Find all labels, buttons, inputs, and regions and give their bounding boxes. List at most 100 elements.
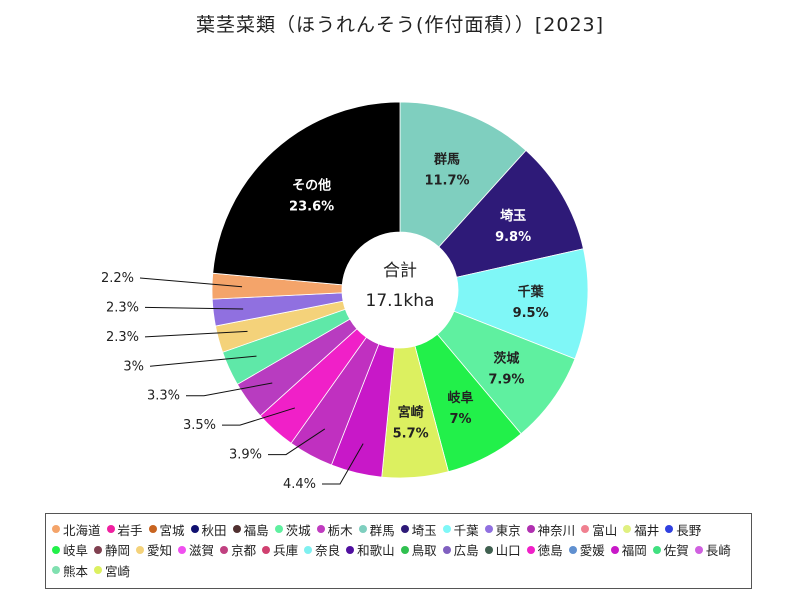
leader-line [144,330,248,338]
slice-name-label: 岐阜 [448,390,474,406]
legend-item: 富山 [581,520,617,539]
legend-label: 富山 [592,522,618,538]
legend-label: 栃木 [327,522,353,538]
legend-label: 埼玉 [411,522,437,538]
legend-item: 山口 [484,540,521,559]
legend-item: 鳥取 [400,540,437,559]
legend-swatch [652,545,661,554]
leader-line [268,428,326,456]
legend-item: 静岡 [94,540,130,559]
legend-item: 東京 [484,520,521,539]
slice-value-label: 7% [449,412,471,427]
legend-label: 徳島 [537,543,563,558]
slice-その他 [212,101,401,286]
legend-swatch [232,525,241,533]
legend-swatch [526,545,535,554]
legend-swatch [52,525,60,533]
legend-item: 滋賀 [178,540,214,559]
legend-label: 鳥取 [411,543,437,558]
legend-swatch [220,545,229,554]
chart-title: 葉茎菜類（ほうれんそう(作付面積））[2023] [195,14,605,36]
legend-swatch [190,525,199,533]
slice-value-label: 23.6% [289,199,334,214]
slice-value-label: 5.7% [393,427,429,442]
legend-item: 岐阜 [52,540,88,559]
slice-value-label: 7.9% [488,372,524,387]
legend-label: 岐阜 [63,543,89,558]
legend-label: 東京 [495,522,521,538]
legend-swatch [316,525,325,533]
legend-item: 徳島 [526,540,563,559]
legend-label: 宮城 [159,522,185,538]
legend-label: 茨城 [285,522,311,538]
legend-swatch [400,545,409,554]
leader-line [186,382,273,397]
legend-label: 宮崎 [105,563,131,579]
leader-line [144,306,244,310]
legend-label: 兵庫 [273,543,299,558]
legend-label: 北海道 [63,522,101,538]
legend-label: 佐賀 [663,543,689,558]
legend-label: 滋賀 [189,543,215,558]
legend-item: 千葉 [442,520,479,539]
slice-value-label: 4.4% [283,477,316,492]
legend-item: 北海道 [52,520,101,539]
donut-hole [343,233,457,347]
legend-swatch [178,545,187,554]
legend-item: 岩手 [106,520,143,539]
legend-swatch [274,525,283,533]
legend-item: 愛媛 [568,540,605,559]
legend-label: 福井 [634,522,660,538]
legend-item: 熊本 [52,561,88,580]
legend-item: 埼玉 [400,520,437,539]
slice-value-label: 2.2% [101,271,134,286]
legend-swatch [610,545,619,554]
legend-item: 福島 [232,520,269,539]
legend-swatch [442,525,451,533]
legend-swatch [484,545,493,554]
legend-item: 奈良 [304,540,340,559]
legend-item: 愛知 [136,540,172,559]
legend-label: 静岡 [105,543,131,558]
legend-item: 兵庫 [262,540,298,559]
legend-swatch [665,525,674,533]
legend-swatch [52,566,60,574]
legend-swatch [304,545,313,554]
legend-swatch [581,525,590,533]
legend-label: 長崎 [705,543,731,558]
legend-label: 愛知 [147,543,173,558]
legend-label: 千葉 [453,522,479,538]
slice-name-label: 茨城 [493,350,519,366]
slice-value-label: 3.3% [147,389,180,404]
legend-item: 長野 [665,520,701,539]
slice-群馬 [399,101,527,248]
legend-swatch [484,525,493,533]
slice-value-label: 9.5% [513,306,549,321]
leader-line [322,443,364,485]
legend-label: 秋田 [201,522,227,538]
legend-item: 茨城 [274,520,311,539]
leader-line [222,407,296,426]
legend-item: 広島 [442,540,479,559]
slice-value-label: 2.3% [106,300,139,315]
slice-value-label: 11.7% [424,174,469,189]
slice-value-label: 3.9% [229,448,262,463]
slice-name-label: 宮崎 [398,405,424,421]
legend-swatch [94,566,103,574]
legend-label: 奈良 [315,543,341,558]
legend-label: 熊本 [63,563,89,579]
legend-item: 京都 [220,540,256,559]
legend-swatch [568,545,577,554]
legend-swatch [358,525,367,533]
legend-swatch [148,525,157,533]
legend-label: 和歌山 [357,543,395,558]
legend-item: 長崎 [694,540,731,559]
legend-swatch [136,545,145,554]
legend-item: 群馬 [358,520,395,539]
legend-label: 愛媛 [579,543,605,558]
slice-name-label: 埼玉 [500,208,526,224]
legend-label: 長野 [676,522,702,538]
leader-line [139,277,243,288]
legend-item: 福井 [623,520,659,539]
